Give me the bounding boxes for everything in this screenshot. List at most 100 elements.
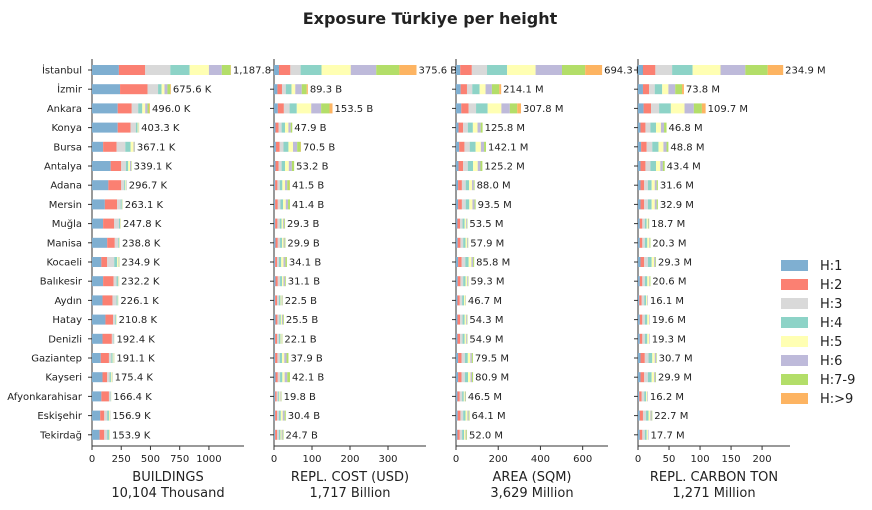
bar-segment xyxy=(277,353,280,363)
bar-segment xyxy=(458,161,464,171)
bar-segment xyxy=(655,161,661,171)
x-tick-label: 200 xyxy=(753,454,772,465)
bar-segment xyxy=(467,276,469,287)
bar-segment xyxy=(459,295,463,306)
bar-segment xyxy=(281,218,284,229)
bar-segment xyxy=(120,84,148,95)
bar-segment xyxy=(460,65,472,75)
bar-segment xyxy=(283,237,285,248)
bar-segment xyxy=(457,429,460,440)
value-label: 156.9 K xyxy=(112,411,151,422)
bar-segment xyxy=(647,372,652,383)
category-label: Aydın xyxy=(54,296,82,307)
bar-segment xyxy=(644,353,649,363)
bar-segment xyxy=(659,103,671,114)
bar-segment xyxy=(463,410,466,421)
bar-segment xyxy=(658,141,664,152)
bar-segment xyxy=(92,161,111,171)
bar-segment xyxy=(473,257,475,267)
bar-segment xyxy=(459,429,463,440)
bar-segment xyxy=(274,257,276,267)
value-label: 109.7 M xyxy=(708,104,748,115)
value-label: 675.6 K xyxy=(173,85,212,96)
bar-segment xyxy=(100,410,105,421)
bar-segment xyxy=(642,333,645,344)
value-label: 52.0 M xyxy=(469,430,503,441)
bar-segment xyxy=(274,161,276,171)
bar-segment xyxy=(468,257,472,267)
legend-label: H:2 xyxy=(820,278,842,293)
bar-segment xyxy=(121,180,125,191)
bar-segment xyxy=(655,353,657,363)
bar-segment xyxy=(284,353,287,363)
bar-segment xyxy=(464,353,468,363)
legend-label: H:4 xyxy=(820,316,842,331)
bar-segment xyxy=(640,122,646,133)
bar-segment xyxy=(278,410,281,421)
bar-segment xyxy=(465,180,470,191)
bar-segment xyxy=(110,372,112,383)
value-label: 22.7 M xyxy=(654,411,688,422)
bar-segment xyxy=(654,84,663,95)
category-label: Hatay xyxy=(52,315,82,326)
bar-segment xyxy=(639,410,643,421)
bar-segment xyxy=(456,410,458,421)
bar-segment xyxy=(682,84,684,95)
bar-segment xyxy=(274,372,276,383)
value-label: 29.9 B xyxy=(287,238,319,249)
bar-segment xyxy=(275,295,278,306)
bar-segment xyxy=(283,276,286,287)
bar-segment xyxy=(638,353,641,363)
panel: 375.6 B 89.3 B 153.5 B 47.9 B 70.5 B 53.2 B 41… xyxy=(270,59,457,501)
bar-segment xyxy=(693,103,702,114)
bar-segment xyxy=(282,372,285,383)
bar-segment xyxy=(644,257,648,267)
bar-segment xyxy=(472,372,474,383)
value-label: 19.3 M xyxy=(652,334,686,345)
chart-title: Exposure Türkiye per height xyxy=(303,9,558,28)
bar-segment xyxy=(465,410,468,421)
bar-segment xyxy=(277,180,280,191)
bar-segment xyxy=(116,141,126,152)
value-label: 20.6 M xyxy=(652,277,686,288)
value-label: 232.2 K xyxy=(121,277,160,288)
bar-segment xyxy=(464,333,467,344)
value-label: 25.5 B xyxy=(286,315,318,326)
bar-segment xyxy=(641,391,645,402)
bar-segment xyxy=(663,141,667,152)
bar-segment xyxy=(642,410,647,421)
bar-segment xyxy=(651,372,655,383)
bar-segment xyxy=(470,353,472,363)
bar-segment xyxy=(456,218,458,229)
value-label: 85.8 M xyxy=(476,258,510,269)
bar-segment xyxy=(131,103,139,114)
bar-segment xyxy=(92,103,118,114)
bar-segment xyxy=(301,84,307,95)
bar-segment xyxy=(101,257,108,267)
category-label: Tekirdağ xyxy=(39,429,82,441)
panel-total: 1,717 Billion xyxy=(310,486,391,501)
value-label: 29.9 M xyxy=(658,373,692,384)
bar-segment xyxy=(281,429,283,440)
bar-segment xyxy=(644,218,647,229)
bar-segment xyxy=(120,218,121,229)
bar-segment xyxy=(274,237,276,248)
x-tick-label: 100 xyxy=(690,454,709,465)
bar-segment xyxy=(644,333,648,344)
value-label: 54.9 M xyxy=(469,334,503,345)
bar-segment xyxy=(463,391,465,402)
bar-segment xyxy=(92,180,109,191)
bar-segment xyxy=(638,257,641,267)
x-tick-label: 0 xyxy=(89,454,95,465)
bar-segment xyxy=(109,372,111,383)
bar-segment xyxy=(477,161,481,171)
bar-segment xyxy=(641,295,645,306)
bar-segment xyxy=(92,84,121,95)
value-label: 37.9 B xyxy=(290,354,322,365)
bar-segment xyxy=(274,353,276,363)
bar-segment xyxy=(321,103,330,114)
value-label: 175.4 K xyxy=(115,373,154,384)
value-label: 53.5 M xyxy=(469,219,503,230)
bar-segment xyxy=(99,429,105,440)
bar-segment xyxy=(275,161,279,171)
